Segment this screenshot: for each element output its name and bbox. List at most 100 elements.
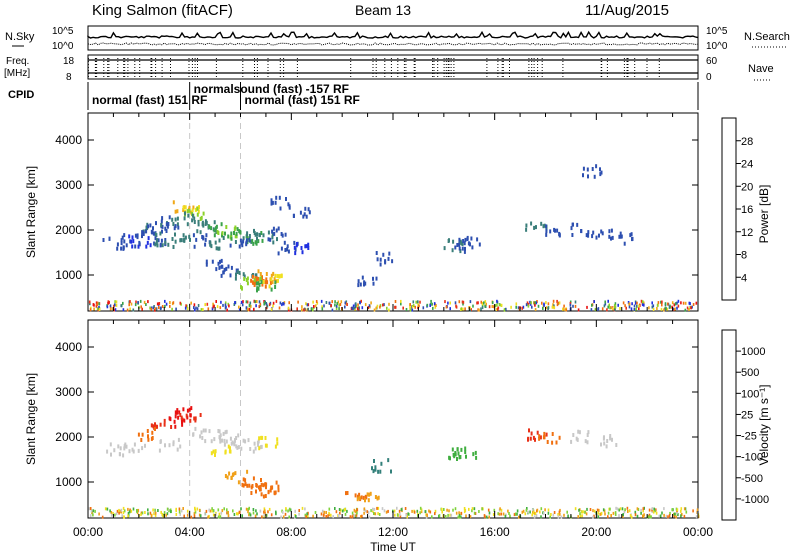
near-range-echo [484, 300, 487, 304]
near-range-echo [626, 506, 629, 510]
colorbar-tick-label: -25 [741, 431, 757, 443]
near-range-echo [692, 303, 695, 306]
near-range-echo [306, 512, 308, 516]
echo-point [277, 484, 280, 489]
colorbar-tick-label: 1000 [741, 346, 765, 358]
near-range-echo [684, 308, 687, 312]
near-range-echo [351, 515, 354, 519]
near-range-echo [250, 304, 252, 308]
near-range-echo [553, 511, 556, 514]
colorbar-tick-label: 24 [741, 159, 753, 171]
near-range-echo [569, 302, 572, 305]
echo-point [308, 210, 311, 215]
near-range-echo [594, 308, 597, 312]
near-range-echo [107, 301, 109, 305]
y-tick-label: 2000 [55, 223, 82, 237]
near-range-echo [525, 303, 528, 307]
echo-point [376, 257, 379, 262]
near-range-echo [518, 515, 520, 519]
echo-point [280, 273, 283, 278]
x-tick-label: 00:00 [73, 525, 103, 539]
echo-point [251, 484, 254, 488]
echo-point [257, 439, 260, 444]
near-range-echo [387, 509, 389, 513]
echo-point [264, 284, 267, 289]
echo-point [242, 438, 245, 443]
echo-point [177, 225, 180, 230]
near-range-echo [516, 512, 518, 516]
near-range-echo [607, 515, 609, 519]
near-range-echo [307, 307, 309, 311]
near-range-echo [98, 512, 100, 516]
echo-point [217, 261, 220, 266]
near-range-echo [334, 507, 336, 510]
echo-point [377, 469, 380, 474]
near-range-echo [349, 515, 352, 519]
echo-point [580, 229, 583, 234]
echo-point [164, 240, 167, 245]
near-range-echo [544, 508, 546, 512]
near-range-echo [592, 509, 594, 513]
echo-point [363, 280, 366, 285]
echo-point [234, 471, 237, 476]
near-range-echo [396, 513, 399, 517]
echo-point [237, 480, 240, 485]
echo-point [236, 445, 239, 450]
near-range-echo [685, 510, 688, 514]
near-range-echo [368, 515, 371, 519]
near-range-echo [434, 509, 437, 513]
echo-point [174, 239, 177, 244]
echo-point [244, 439, 247, 444]
echo-point [629, 233, 632, 238]
near-range-echo [252, 508, 255, 511]
near-range-echo [468, 507, 470, 511]
power-ylabel: Slant Range [km] [24, 166, 38, 258]
echo-point [244, 482, 247, 487]
near-range-echo [222, 303, 224, 307]
near-range-echo [216, 305, 219, 309]
near-range-echo [500, 512, 503, 516]
near-range-echo [288, 515, 290, 519]
echo-point [553, 227, 556, 232]
near-range-echo [122, 301, 124, 305]
echo-point [134, 233, 137, 238]
near-range-echo [677, 304, 680, 308]
echo-point [136, 233, 139, 238]
echo-point [555, 440, 558, 445]
echo-point [453, 454, 456, 459]
near-range-echo [175, 307, 177, 311]
near-range-echo [200, 308, 203, 312]
near-range-echo [579, 512, 581, 516]
near-range-echo [469, 300, 472, 304]
near-range-echo [208, 514, 210, 518]
echo-point [260, 482, 263, 487]
near-range-echo [101, 515, 104, 519]
echo-point [576, 437, 579, 442]
echo-point [116, 246, 119, 251]
near-range-echo [400, 299, 402, 303]
near-range-echo [175, 507, 177, 511]
near-range-echo [162, 514, 165, 518]
near-range-echo [635, 301, 637, 305]
near-range-echo [152, 306, 154, 310]
near-range-echo [563, 513, 565, 517]
near-range-echo [553, 306, 556, 310]
near-range-echo [382, 303, 384, 307]
colorbar-tick-label: 20 [741, 181, 753, 193]
near-range-echo [618, 508, 620, 512]
near-range-echo [429, 304, 431, 307]
near-range-echo [495, 308, 498, 311]
echo-point [240, 446, 243, 451]
echo-point [159, 243, 162, 248]
near-range-echo [245, 507, 248, 511]
echo-point [358, 492, 361, 497]
echo-point [264, 483, 267, 488]
near-range-echo [480, 300, 483, 304]
near-range-echo [114, 300, 116, 304]
near-range-echo [205, 509, 208, 513]
near-range-echo [634, 510, 637, 514]
echo-point [292, 214, 295, 218]
near-range-echo [164, 299, 166, 303]
echo-point [546, 440, 549, 444]
near-range-echo [422, 306, 425, 310]
